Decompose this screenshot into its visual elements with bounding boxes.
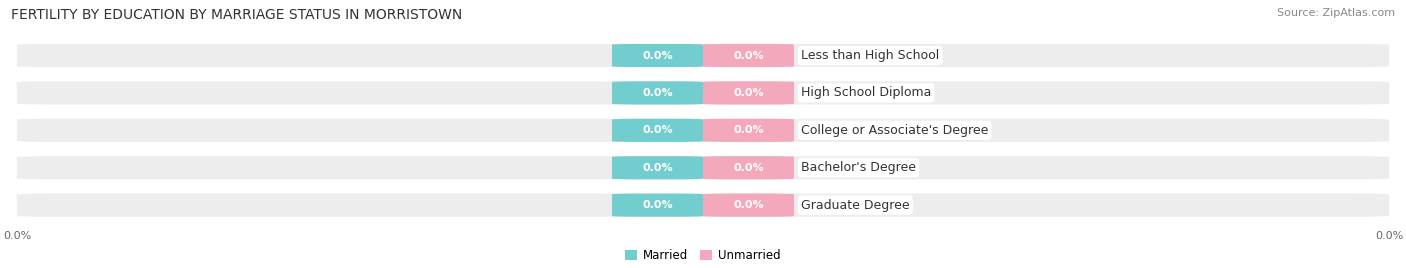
FancyBboxPatch shape xyxy=(703,119,794,142)
FancyBboxPatch shape xyxy=(17,193,1389,217)
FancyBboxPatch shape xyxy=(612,44,703,67)
Text: 0.0%: 0.0% xyxy=(643,125,673,135)
Text: 0.0%: 0.0% xyxy=(733,200,763,210)
Text: 0.0%: 0.0% xyxy=(643,163,673,173)
Text: 0.0%: 0.0% xyxy=(733,163,763,173)
FancyBboxPatch shape xyxy=(612,81,703,105)
Text: 0.0%: 0.0% xyxy=(643,200,673,210)
Text: 0.0%: 0.0% xyxy=(733,50,763,61)
FancyBboxPatch shape xyxy=(703,156,794,179)
FancyBboxPatch shape xyxy=(612,156,703,179)
Legend: Married, Unmarried: Married, Unmarried xyxy=(626,249,780,262)
Text: 0.0%: 0.0% xyxy=(1375,231,1403,241)
Text: FERTILITY BY EDUCATION BY MARRIAGE STATUS IN MORRISTOWN: FERTILITY BY EDUCATION BY MARRIAGE STATU… xyxy=(11,8,463,22)
FancyBboxPatch shape xyxy=(612,119,703,142)
Text: 0.0%: 0.0% xyxy=(643,50,673,61)
FancyBboxPatch shape xyxy=(703,44,794,67)
Text: 0.0%: 0.0% xyxy=(643,88,673,98)
Text: Source: ZipAtlas.com: Source: ZipAtlas.com xyxy=(1277,8,1395,18)
Text: 0.0%: 0.0% xyxy=(3,231,31,241)
FancyBboxPatch shape xyxy=(703,193,794,217)
Text: Less than High School: Less than High School xyxy=(801,49,939,62)
Text: 0.0%: 0.0% xyxy=(733,88,763,98)
FancyBboxPatch shape xyxy=(612,193,703,217)
FancyBboxPatch shape xyxy=(17,119,1389,142)
Text: High School Diploma: High School Diploma xyxy=(801,86,931,99)
FancyBboxPatch shape xyxy=(17,81,1389,105)
FancyBboxPatch shape xyxy=(17,156,1389,179)
Text: College or Associate's Degree: College or Associate's Degree xyxy=(801,124,988,137)
FancyBboxPatch shape xyxy=(17,44,1389,67)
Text: 0.0%: 0.0% xyxy=(733,125,763,135)
Text: Graduate Degree: Graduate Degree xyxy=(801,199,910,212)
FancyBboxPatch shape xyxy=(703,81,794,105)
Text: Bachelor's Degree: Bachelor's Degree xyxy=(801,161,917,174)
